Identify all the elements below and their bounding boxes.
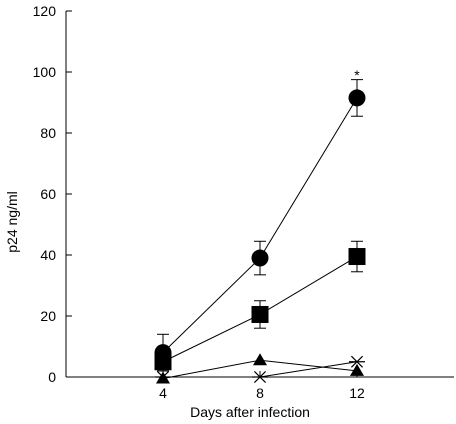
data-point-square xyxy=(251,305,269,323)
y-tick-label: 120 xyxy=(33,3,57,19)
series-triangle xyxy=(156,353,364,384)
data-point-square xyxy=(348,248,366,266)
data-point-square xyxy=(154,353,172,371)
x-axis: 4 8 12 xyxy=(66,371,454,401)
x-tick-label: 8 xyxy=(256,385,264,401)
data-point-star xyxy=(155,370,171,384)
y-tick-label: 60 xyxy=(40,186,56,202)
annotations: * xyxy=(354,67,360,83)
y-axis: 0 20 40 60 80 100 120 xyxy=(33,3,72,385)
x-tick-label: 12 xyxy=(349,385,365,401)
y-tick-label: 100 xyxy=(33,64,57,80)
y-axis-title: p24 ng/ml xyxy=(4,191,20,252)
y-tick-label: 0 xyxy=(48,369,56,385)
y-tick-label: 40 xyxy=(40,247,56,263)
data-point-triangle xyxy=(253,353,267,366)
series-square xyxy=(154,240,366,372)
x-tick-label: 4 xyxy=(159,385,167,401)
data-point-star xyxy=(349,355,365,368)
series-star xyxy=(155,355,365,384)
data-point-circle xyxy=(251,249,269,267)
plot-area xyxy=(154,79,366,384)
y-tick-label: 80 xyxy=(40,125,56,141)
x-axis-title: Days after infection xyxy=(190,404,310,420)
data-point-triangle xyxy=(350,363,364,376)
significance-marker: * xyxy=(354,67,360,83)
data-point-circle xyxy=(348,89,366,107)
data-point-star xyxy=(252,370,268,384)
y-tick-label: 20 xyxy=(40,308,56,324)
